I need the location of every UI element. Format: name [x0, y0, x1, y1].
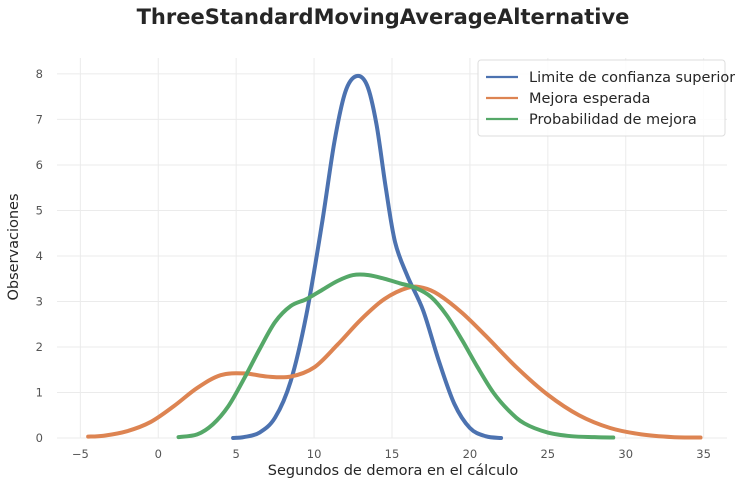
legend-label: Mejora esperada	[529, 91, 650, 107]
x-tick-label: 0	[155, 447, 162, 461]
x-tick-label: 10	[307, 447, 322, 461]
x-tick-label: 15	[385, 447, 400, 461]
chart-title: ThreeStandardMovingAverageAlternative	[137, 5, 630, 29]
legend-label: Probabilidad de mejora	[529, 112, 697, 128]
legend: Limite de confianza superior Mejora esper…	[477, 59, 735, 137]
x-tick-label: 30	[618, 447, 633, 461]
x-axis-label: Segundos de demora en el cálculo	[268, 463, 519, 479]
legend-box	[477, 59, 726, 137]
y-tick-label: 3	[36, 294, 43, 308]
y-tick-label: 5	[36, 203, 43, 217]
y-tick-label: 8	[36, 67, 43, 81]
y-tick-label: 2	[36, 340, 43, 354]
y-tick-label: 6	[36, 158, 43, 172]
x-tick-label: 20	[463, 447, 478, 461]
series-line-2	[86, 284, 703, 440]
legend-label: Limite de confianza superior	[529, 70, 735, 86]
x-tick-label: 25	[540, 447, 555, 461]
series-line-3	[176, 272, 616, 440]
y-tick-label: 1	[36, 385, 43, 399]
grid	[57, 58, 727, 439]
y-tick-label: 4	[36, 249, 43, 263]
y-tick-label: 0	[36, 431, 43, 445]
y-axis-label: Observaciones	[6, 193, 22, 300]
y-tick-label: 7	[36, 112, 43, 126]
x-axis-ticks: −5 0 5 10 15 20 25 30 35	[72, 447, 711, 461]
x-tick-label: 5	[233, 447, 240, 461]
y-axis-ticks: 0 1 2 3 4 5 6 7 8	[36, 67, 43, 445]
x-tick-label: −5	[72, 447, 89, 461]
series-lines	[86, 73, 703, 440]
x-tick-label: 35	[696, 447, 711, 461]
series-line-1	[231, 73, 504, 440]
